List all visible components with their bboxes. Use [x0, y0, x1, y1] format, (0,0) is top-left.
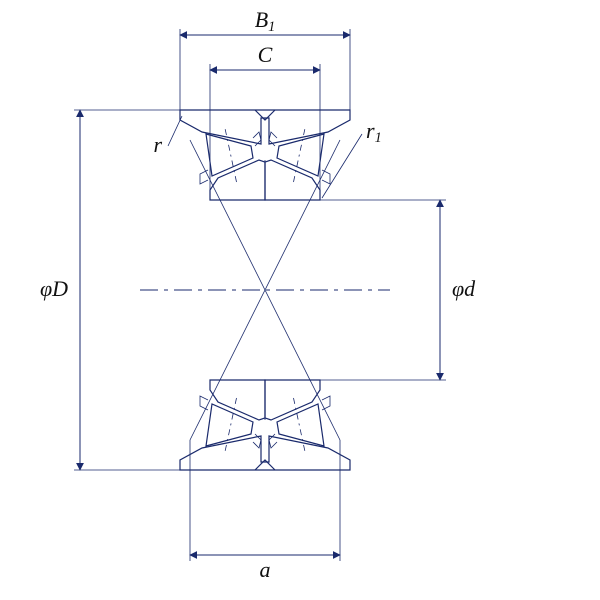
cage: [322, 170, 330, 184]
outer-cup: [180, 110, 350, 144]
label-phid: φd: [452, 276, 476, 301]
cage: [322, 396, 330, 410]
label-B1: B1: [255, 7, 276, 35]
leader-r: [168, 116, 182, 146]
inner-cone: [210, 160, 265, 200]
label-phiD: φD: [40, 276, 68, 301]
roller-axis: [294, 126, 306, 182]
label-a: a: [260, 557, 271, 582]
roller: [277, 404, 324, 446]
inner-cone: [265, 160, 320, 200]
roller-axis: [225, 398, 237, 454]
inner-cone: [265, 380, 320, 420]
outer-cup: [180, 436, 350, 470]
label-r: r: [153, 132, 162, 157]
inner-cone: [210, 380, 265, 420]
label-r1: r1: [366, 118, 382, 146]
label-C: C: [258, 42, 273, 67]
roller: [206, 404, 253, 446]
roller-axis: [225, 126, 237, 182]
roller: [277, 134, 324, 176]
cage: [200, 396, 208, 410]
cage: [200, 170, 208, 184]
roller: [206, 134, 253, 176]
roller-axis: [294, 398, 306, 454]
leader-r1: [322, 134, 362, 198]
